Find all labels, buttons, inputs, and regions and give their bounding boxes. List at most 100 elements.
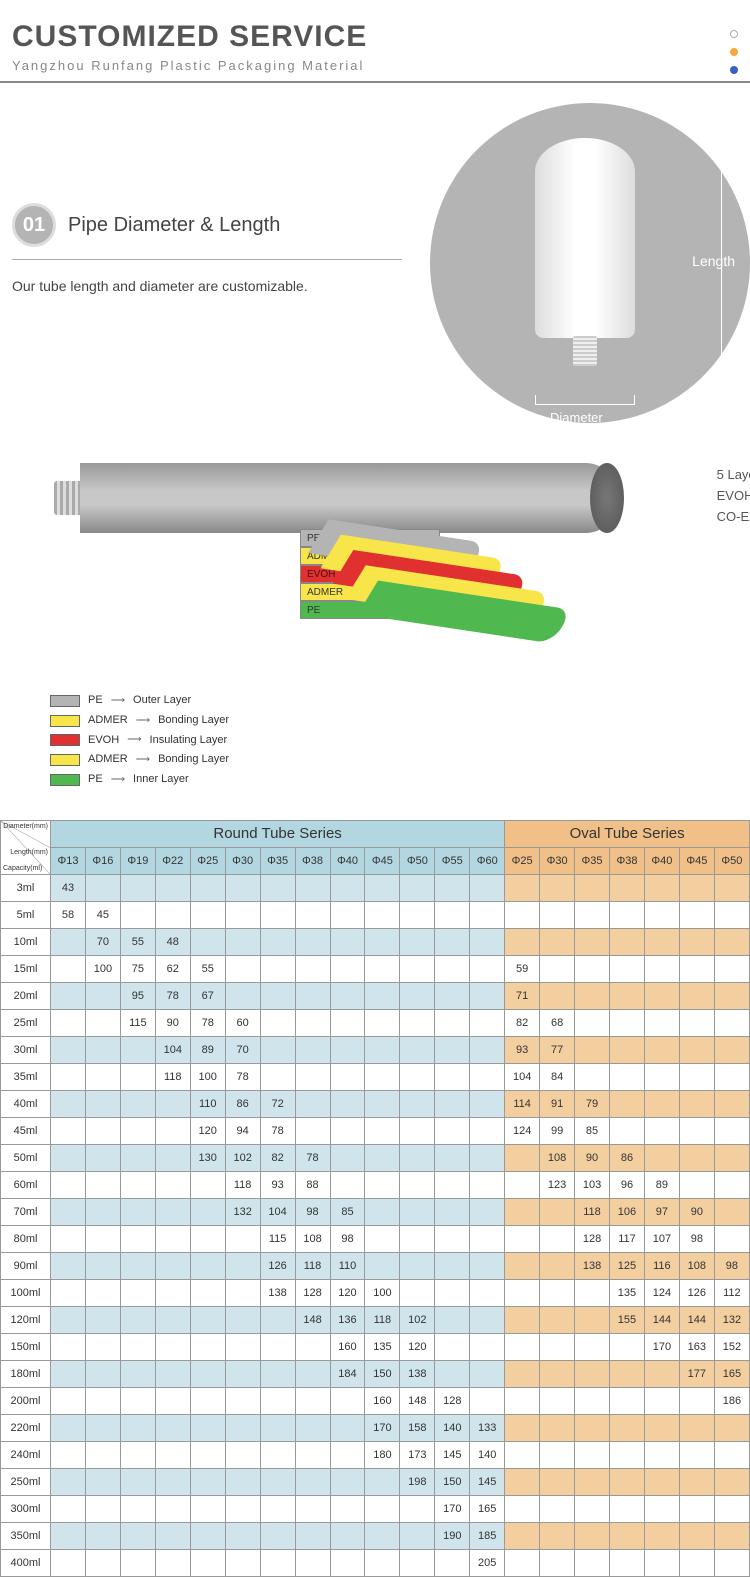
data-cell-round: 158 xyxy=(400,1414,435,1441)
data-cell-oval xyxy=(714,1171,749,1198)
data-cell-round xyxy=(155,901,190,928)
data-cell-oval xyxy=(644,1414,679,1441)
data-cell-oval xyxy=(505,928,540,955)
data-cell-round xyxy=(155,1549,190,1576)
data-cell-oval xyxy=(679,1063,714,1090)
data-cell-round xyxy=(51,1279,86,1306)
data-cell-round xyxy=(85,1198,120,1225)
data-cell-round xyxy=(51,1063,86,1090)
data-cell-oval xyxy=(714,1441,749,1468)
data-cell-oval: 144 xyxy=(679,1306,714,1333)
data-cell-oval xyxy=(540,1198,575,1225)
data-cell-oval xyxy=(610,1360,645,1387)
table-row: 15ml10075625559 xyxy=(1,955,750,982)
data-cell-round xyxy=(51,1549,86,1576)
data-cell-round xyxy=(400,955,435,982)
data-cell-round xyxy=(400,1549,435,1576)
data-cell-oval xyxy=(610,955,645,982)
data-cell-oval xyxy=(540,982,575,1009)
data-cell-round xyxy=(260,1441,295,1468)
data-cell-round xyxy=(190,1279,225,1306)
data-cell-oval xyxy=(679,874,714,901)
capacity-cell: 300ml xyxy=(1,1495,51,1522)
swatch-icon xyxy=(50,734,80,746)
data-cell-round xyxy=(435,1198,470,1225)
data-cell-round: 126 xyxy=(260,1252,295,1279)
data-cell-round xyxy=(400,1117,435,1144)
data-cell-oval: 91 xyxy=(540,1090,575,1117)
data-cell-oval xyxy=(575,1360,610,1387)
data-cell-round xyxy=(225,982,260,1009)
data-cell-round xyxy=(120,1198,155,1225)
data-cell-round: 62 xyxy=(155,955,190,982)
corner-length: Length(mm) xyxy=(10,849,48,856)
data-cell-oval: 93 xyxy=(505,1036,540,1063)
data-cell-round xyxy=(260,1522,295,1549)
tube-illustration: Length Diameter xyxy=(430,103,750,423)
corner-diameter: Diameter(mm) xyxy=(3,823,48,830)
data-cell-oval: 82 xyxy=(505,1009,540,1036)
data-cell-oval: 155 xyxy=(610,1306,645,1333)
data-cell-round xyxy=(260,1306,295,1333)
data-cell-oval xyxy=(540,955,575,982)
layer-peel-diagram: PE ADMER EVOH ADMER PE xyxy=(310,553,730,683)
data-cell-round xyxy=(330,928,365,955)
data-cell-oval: 98 xyxy=(714,1252,749,1279)
data-cell-round xyxy=(295,1495,330,1522)
data-cell-round: 115 xyxy=(120,1009,155,1036)
data-cell-oval: 59 xyxy=(505,955,540,982)
data-cell-oval xyxy=(575,955,610,982)
data-cell-round xyxy=(330,1522,365,1549)
data-cell-oval xyxy=(505,1333,540,1360)
data-cell-oval: 144 xyxy=(644,1306,679,1333)
data-cell-oval xyxy=(505,1279,540,1306)
data-cell-oval: 126 xyxy=(679,1279,714,1306)
step-badge: 01 xyxy=(12,203,56,247)
data-cell-oval: 124 xyxy=(644,1279,679,1306)
data-cell-round xyxy=(120,1279,155,1306)
data-cell-oval xyxy=(644,928,679,955)
data-cell-round xyxy=(120,1495,155,1522)
data-cell-round xyxy=(365,928,400,955)
data-cell-oval xyxy=(505,1468,540,1495)
data-cell-round xyxy=(51,1468,86,1495)
data-cell-round xyxy=(155,1252,190,1279)
data-cell-round: 170 xyxy=(435,1495,470,1522)
table-row: 5ml5845 xyxy=(1,901,750,928)
table-row: 80ml1151089812811710798 xyxy=(1,1225,750,1252)
arrow-icon: ⟶ xyxy=(127,731,141,749)
data-cell-oval xyxy=(540,1414,575,1441)
legend-name: PE xyxy=(88,691,103,711)
data-cell-round xyxy=(435,1009,470,1036)
data-cell-round xyxy=(190,928,225,955)
data-cell-round xyxy=(120,1306,155,1333)
data-cell-round xyxy=(295,955,330,982)
data-cell-round xyxy=(51,1252,86,1279)
data-cell-round: 190 xyxy=(435,1522,470,1549)
data-cell-round xyxy=(435,874,470,901)
data-cell-round xyxy=(400,1225,435,1252)
data-cell-oval: 177 xyxy=(679,1360,714,1387)
data-cell-oval: 152 xyxy=(714,1333,749,1360)
legend-row: ADMER⟶Bonding Layer xyxy=(50,750,730,770)
data-cell-oval xyxy=(610,1549,645,1576)
data-cell-round xyxy=(85,1333,120,1360)
dot-icon xyxy=(730,30,738,38)
data-cell-round xyxy=(120,1117,155,1144)
col-header-round: Φ35 xyxy=(260,847,295,874)
legend-role: Insulating Layer xyxy=(150,731,228,751)
col-header-round: Φ16 xyxy=(85,847,120,874)
data-cell-round xyxy=(120,1252,155,1279)
data-cell-round xyxy=(190,901,225,928)
data-cell-oval: 170 xyxy=(644,1333,679,1360)
data-cell-oval xyxy=(644,1522,679,1549)
capacity-cell: 50ml xyxy=(1,1144,51,1171)
data-cell-oval xyxy=(714,955,749,982)
capacity-cell: 100ml xyxy=(1,1279,51,1306)
data-cell-oval xyxy=(505,1522,540,1549)
data-cell-oval xyxy=(679,1117,714,1144)
data-cell-oval: 103 xyxy=(575,1171,610,1198)
data-cell-round xyxy=(225,1279,260,1306)
data-cell-oval xyxy=(679,1468,714,1495)
data-cell-round: 132 xyxy=(225,1198,260,1225)
